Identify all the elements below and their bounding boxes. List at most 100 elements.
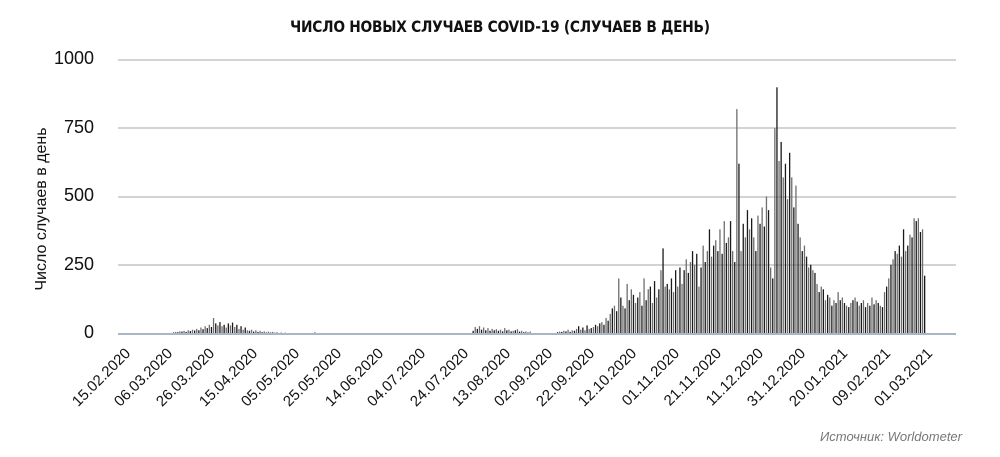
bar <box>738 163 740 333</box>
bar <box>829 297 831 333</box>
bar <box>911 237 913 333</box>
bar <box>765 196 768 333</box>
bar <box>656 297 658 333</box>
bar <box>729 221 732 333</box>
bar <box>487 328 489 333</box>
bar <box>474 327 476 333</box>
bar <box>917 218 919 333</box>
bar <box>774 128 776 333</box>
bar <box>611 308 613 333</box>
bar <box>822 289 824 333</box>
bar <box>609 313 611 333</box>
bar <box>518 331 521 333</box>
bar <box>603 324 605 333</box>
bar <box>208 324 210 333</box>
bar <box>854 297 856 333</box>
bar <box>525 331 527 333</box>
bar <box>630 289 632 333</box>
bar <box>200 327 202 333</box>
bar <box>499 329 502 333</box>
bar <box>658 289 660 333</box>
bar <box>913 218 915 333</box>
bar <box>820 286 822 333</box>
bar <box>856 301 858 333</box>
bar <box>780 141 782 333</box>
bar <box>896 253 898 333</box>
bar <box>267 331 270 333</box>
bar <box>238 328 240 333</box>
bar <box>719 229 721 333</box>
bar <box>841 297 843 333</box>
bar <box>529 331 531 333</box>
bar <box>637 297 639 333</box>
bar <box>257 331 259 333</box>
bar <box>778 161 780 333</box>
bar <box>732 251 734 333</box>
bar <box>805 256 808 333</box>
bar <box>592 327 595 333</box>
bar <box>649 286 651 333</box>
bar <box>601 322 603 333</box>
source-note: Источник: Worldometer <box>819 429 962 444</box>
bar <box>668 289 670 333</box>
bar <box>179 331 181 333</box>
gridline-750 <box>118 127 956 129</box>
bar <box>694 264 696 334</box>
bar <box>824 300 827 333</box>
bar <box>234 327 236 333</box>
bar <box>801 251 803 333</box>
bar <box>708 229 711 333</box>
gridline-1000 <box>118 59 956 61</box>
y-tick-1000: 1000 <box>53 48 94 68</box>
bar <box>265 332 267 333</box>
bar <box>202 329 204 333</box>
bar <box>772 278 774 333</box>
bar <box>175 331 177 333</box>
bar <box>670 278 673 333</box>
bar <box>215 323 217 333</box>
bar <box>763 226 765 333</box>
bar <box>212 318 215 333</box>
bar <box>883 292 886 334</box>
bar <box>808 267 810 333</box>
bar <box>662 248 664 333</box>
chart-title: ЧИСЛО НОВЫХ СЛУЧАЕВ COVID-19 (СЛУЧАЕВ В … <box>290 17 710 36</box>
bar <box>516 329 519 333</box>
bar <box>862 300 865 333</box>
bar <box>843 303 846 333</box>
bar <box>597 326 599 333</box>
bar <box>919 232 922 333</box>
bar <box>791 177 793 333</box>
bar <box>567 329 569 333</box>
bar <box>759 223 761 333</box>
bar <box>877 303 879 333</box>
bar <box>755 251 757 333</box>
bar <box>767 210 770 333</box>
bar <box>761 207 763 333</box>
gridline-500 <box>118 196 956 198</box>
bar <box>236 324 238 333</box>
bar <box>588 328 590 333</box>
bar <box>483 327 485 333</box>
bar <box>810 264 812 334</box>
bar <box>725 242 727 333</box>
bar <box>835 303 837 333</box>
bar <box>860 303 862 333</box>
bar <box>818 292 820 334</box>
bar <box>643 278 645 333</box>
bar <box>696 253 698 333</box>
bar <box>852 300 854 333</box>
bar <box>653 281 656 333</box>
bar <box>565 331 567 333</box>
bar <box>679 267 681 333</box>
bar <box>757 215 759 333</box>
bar <box>902 229 905 333</box>
bar <box>578 326 580 333</box>
bar <box>569 331 571 333</box>
bar <box>261 332 263 333</box>
bar <box>223 324 225 333</box>
bar <box>672 292 675 334</box>
bar <box>495 329 497 333</box>
bar <box>713 245 715 333</box>
